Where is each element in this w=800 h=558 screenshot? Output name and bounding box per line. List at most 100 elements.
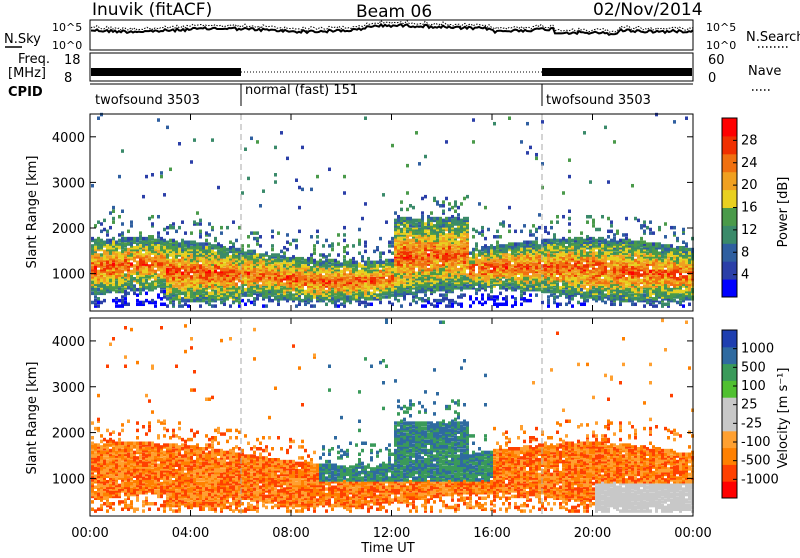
heatmap-cell — [301, 261, 304, 265]
heatmap-cell — [211, 226, 214, 230]
heatmap-cell — [283, 286, 286, 290]
heatmap-cell — [406, 239, 409, 243]
heatmap-cell — [478, 266, 481, 270]
heatmap-cell — [535, 273, 538, 277]
heatmap-cell — [367, 297, 370, 301]
heatmap-cell — [478, 250, 481, 254]
heatmap-cell — [475, 292, 478, 296]
heatmap-cell — [175, 293, 178, 297]
heatmap-cell — [604, 301, 607, 305]
heatmap-cell — [496, 253, 499, 257]
heatmap-cell — [361, 217, 364, 221]
heatmap-cell — [508, 116, 511, 120]
heatmap-cell — [535, 237, 538, 241]
heatmap-cell — [358, 228, 361, 232]
heatmap-cell — [589, 261, 592, 265]
heatmap-cell — [175, 262, 178, 266]
heatmap-cell — [346, 273, 349, 277]
heatmap-cell — [505, 288, 508, 292]
heatmap-cell — [574, 268, 577, 272]
heatmap-cell — [91, 266, 94, 270]
heatmap-cell — [328, 268, 331, 272]
heatmap-cell — [337, 282, 340, 286]
heatmap-cell — [181, 239, 184, 243]
heatmap-cell — [610, 303, 613, 307]
heatmap-cell — [439, 250, 442, 254]
heatmap-cell — [562, 251, 565, 255]
heatmap-cell — [499, 255, 502, 259]
heatmap-cell — [271, 253, 274, 257]
heatmap-cell — [361, 264, 364, 268]
heatmap-cell — [568, 237, 571, 241]
heatmap-cell — [121, 231, 124, 235]
heatmap-cell — [568, 217, 571, 221]
heatmap-cell — [244, 303, 247, 307]
heatmap-cell — [166, 288, 169, 292]
heatmap-cell — [403, 261, 406, 265]
heatmap-cell — [178, 290, 181, 294]
heatmap-cell — [469, 304, 472, 308]
heatmap-cell — [556, 242, 559, 246]
heatmap-cell — [517, 281, 520, 285]
heatmap-cell — [196, 222, 199, 226]
heatmap-cell — [214, 290, 217, 294]
heatmap-cell — [583, 303, 586, 307]
heatmap-cell — [430, 272, 433, 276]
heatmap-cell — [355, 281, 358, 285]
heatmap-cell — [127, 273, 130, 277]
heatmap-cell — [211, 292, 214, 296]
heatmap-cell — [292, 273, 295, 277]
cpid-segment-3: twofsound 3503 — [546, 93, 651, 108]
heatmap-cell — [490, 270, 493, 274]
heatmap-cell — [571, 239, 574, 243]
heatmap-cell — [133, 264, 136, 268]
heatmap-cell — [529, 233, 532, 237]
heatmap-cell — [310, 188, 313, 192]
heatmap-cell — [262, 288, 265, 292]
heatmap-cell — [157, 239, 160, 243]
heatmap-cell — [478, 259, 481, 263]
heatmap-cell — [505, 259, 508, 263]
heatmap-cell — [121, 295, 124, 299]
heatmap-cell — [436, 217, 439, 221]
heatmap-cell — [178, 264, 181, 268]
heatmap-cell — [562, 257, 565, 261]
heatmap-cell — [484, 206, 487, 210]
heatmap-cell — [415, 261, 418, 265]
heatmap-cell — [328, 253, 331, 257]
heatmap-cell — [346, 261, 349, 265]
heatmap-cell — [193, 138, 196, 142]
heatmap-cell — [520, 253, 523, 257]
heatmap-cell — [409, 204, 412, 208]
heatmap-cell — [601, 279, 604, 283]
heatmap-cell — [226, 264, 229, 268]
heatmap-cell — [313, 290, 316, 294]
heatmap-cell — [154, 304, 157, 308]
heatmap-cell — [280, 259, 283, 263]
heatmap-cell — [601, 244, 604, 248]
heatmap-cell — [115, 304, 118, 308]
heatmap-cell — [97, 270, 100, 274]
heatmap-cell — [178, 295, 181, 299]
heatmap-cell — [169, 168, 172, 172]
heatmap-cell — [139, 250, 142, 254]
heatmap-cell — [502, 220, 505, 224]
heatmap-cell — [184, 273, 187, 277]
heatmap-cell — [271, 282, 274, 286]
heatmap-cell — [247, 299, 250, 303]
heatmap-cell — [166, 304, 169, 308]
heatmap-cell — [412, 299, 415, 303]
heatmap-cell — [466, 273, 469, 277]
heatmap-cell — [520, 303, 523, 307]
heatmap-cell — [160, 246, 163, 250]
heatmap-cell — [169, 268, 172, 272]
heatmap-cell — [472, 277, 475, 281]
heatmap-cell — [196, 273, 199, 277]
heatmap-cell — [283, 282, 286, 286]
heatmap-cell — [259, 204, 262, 208]
heatmap-cell — [358, 251, 361, 255]
heatmap-cell — [481, 266, 484, 270]
heatmap-cell — [256, 268, 259, 272]
heatmap-cell — [331, 275, 334, 279]
nave-label: Nave — [748, 64, 781, 79]
